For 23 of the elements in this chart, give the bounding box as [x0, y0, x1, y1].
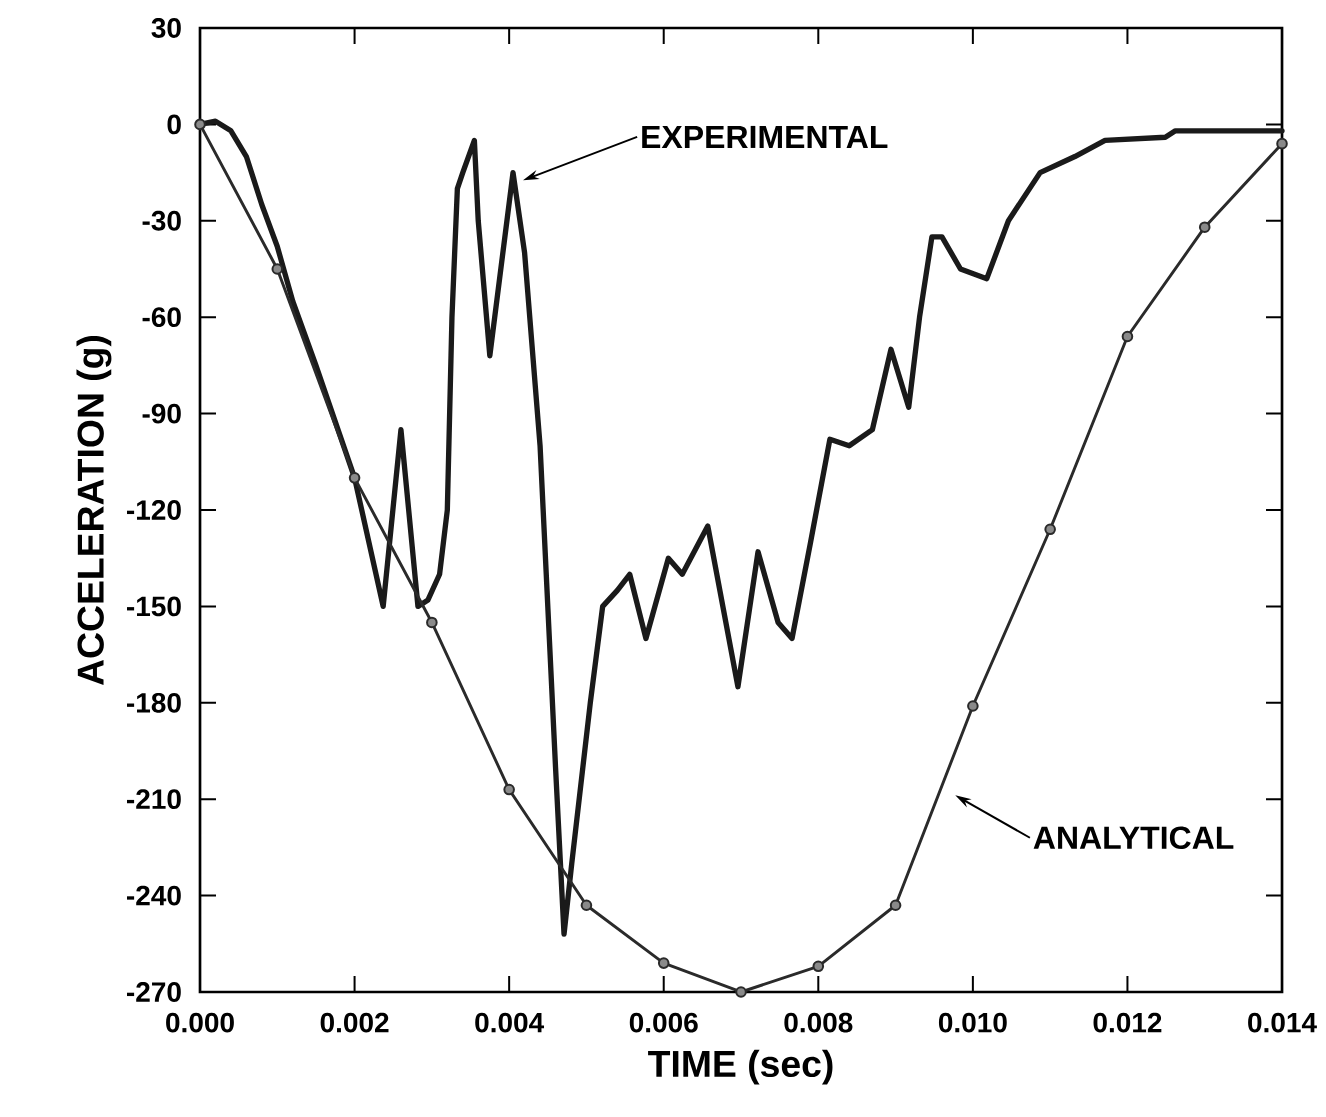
- y-tick-label: 30: [151, 18, 181, 38]
- y-tick-label: -30: [142, 210, 181, 231]
- x-tick-label: 0.002: [320, 1012, 389, 1033]
- x-tick-label: 0.000: [166, 1012, 234, 1033]
- y-tick-label: -60: [142, 307, 181, 328]
- y-tick-label: -90: [142, 403, 181, 424]
- annotation: EXPERIMENTAL: [642, 125, 888, 148]
- x-tick-label: 0.006: [629, 1012, 698, 1033]
- annotation: ANALYTICAL: [1033, 826, 1234, 850]
- y-axis-title: ACCELERATION (g): [76, 335, 112, 686]
- x-axis-title: TIME (sec): [648, 1049, 833, 1085]
- y-tick-label: -240: [127, 885, 181, 906]
- x-tick-label: 0.010: [938, 1012, 1007, 1033]
- x-tick-label: 0.014: [1248, 1012, 1317, 1033]
- y-tick-label: -210: [127, 789, 181, 810]
- x-tick-label: 0.012: [1093, 1012, 1162, 1033]
- y-tick-label: -180: [127, 692, 181, 713]
- x-tick-label: 0.004: [475, 1012, 545, 1033]
- y-tick-label: 0: [167, 114, 181, 135]
- y-tick-label: -270: [127, 982, 181, 1002]
- y-tick-label: -120: [127, 500, 181, 520]
- x-tick-label: 0.008: [784, 1012, 853, 1033]
- y-tick-label: -150: [127, 596, 181, 617]
